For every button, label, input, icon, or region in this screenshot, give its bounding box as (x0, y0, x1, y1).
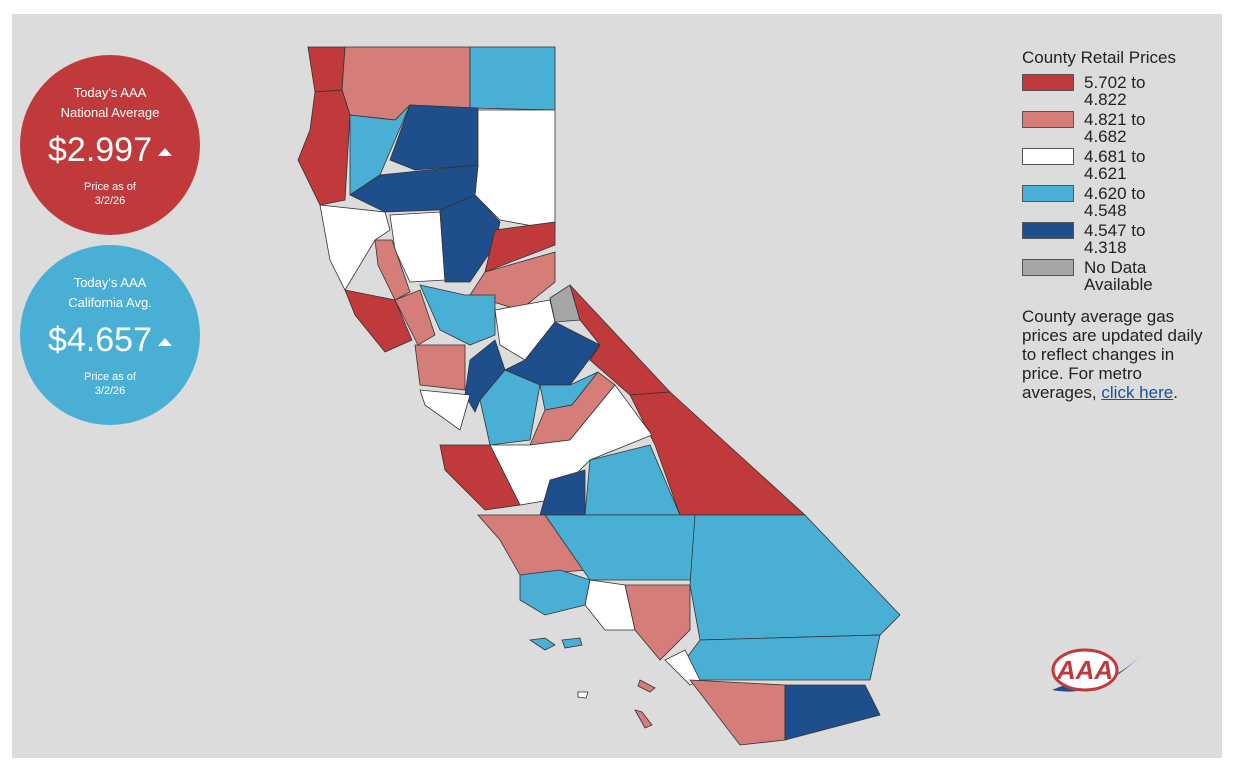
county (344, 289, 413, 353)
county (519, 569, 591, 616)
county (389, 211, 446, 283)
island (634, 709, 653, 729)
note-text: County average gas prices are updated da… (1022, 307, 1203, 402)
county (624, 584, 691, 661)
metro-link[interactable]: click here (1101, 383, 1174, 402)
legend-swatch (1022, 185, 1074, 202)
background (12, 14, 1222, 758)
up-arrow (158, 148, 172, 157)
logo-oval (1051, 648, 1119, 692)
badge-line: National Average (60, 105, 160, 120)
legend-item: 4.547 to 4.318 (1022, 222, 1222, 256)
legend-label: No Data Available (1084, 258, 1153, 294)
county (484, 221, 556, 273)
legend: County Retail Prices 5.702 to 4.822 4.821… (1022, 48, 1222, 402)
legend-item: No Data Available (1022, 259, 1222, 293)
county (664, 649, 701, 686)
legend-swatch (1022, 74, 1074, 91)
county (389, 104, 479, 171)
legend-label: 4.620 to 4.548 (1084, 184, 1146, 220)
counties (297, 46, 901, 746)
badge-asof: Price as of (84, 371, 136, 383)
logo: AAA (1051, 648, 1148, 692)
badge-price: $4.657 (20, 321, 200, 360)
note: County average gas prices are updated da… (1022, 307, 1217, 402)
national-badge: Today's AAA National Average $2.997 Pric… (20, 55, 200, 235)
county (374, 239, 411, 301)
badge-date: 3/2/26 (94, 385, 126, 397)
county (307, 46, 346, 93)
price: $4.657 (48, 321, 152, 359)
legend-swatch (1022, 222, 1074, 239)
island (577, 691, 589, 699)
badge-date: 3/2/26 (94, 195, 126, 207)
legend-title: County Retail Prices (1022, 48, 1177, 67)
county (479, 369, 541, 446)
county (784, 684, 881, 741)
county (584, 579, 636, 631)
up-arrow (158, 338, 172, 347)
badge-asof: Price as of (84, 181, 136, 193)
county (684, 634, 881, 681)
legend-item: 4.681 to 4.621 (1022, 148, 1222, 182)
legend-label: 4.547 to 4.318 (1084, 221, 1146, 257)
california-badge: Today's AAA California Avg. $4.657 Price… (20, 245, 200, 425)
county (419, 284, 496, 346)
legend-item: 5.702 to 4.822 (1022, 74, 1222, 108)
island (528, 637, 556, 651)
island (637, 679, 656, 693)
county (489, 384, 653, 506)
badge-line: Today's AAA (73, 275, 147, 290)
legend-swatch (1022, 111, 1074, 128)
legend-item: 4.821 to 4.682 (1022, 111, 1222, 145)
logo-text: AAA (1056, 655, 1113, 685)
badge-price: $2.997 (20, 131, 200, 170)
legend-label: 4.821 to 4.682 (1084, 110, 1146, 146)
county (439, 444, 521, 511)
legend-items: 5.702 to 4.822 4.821 to 4.682 4.681 to 4.6… (1022, 74, 1222, 293)
county (297, 89, 351, 206)
legend-label: 5.702 to 4.822 (1084, 73, 1146, 109)
price: $2.997 (48, 131, 152, 169)
county (689, 514, 901, 641)
county (419, 389, 471, 431)
legend-swatch (1022, 148, 1074, 165)
county (469, 46, 556, 111)
badge-line: Today's AAA (73, 85, 147, 100)
county (414, 344, 466, 391)
county (689, 679, 786, 746)
island (561, 637, 583, 649)
legend-item: 4.620 to 4.548 (1022, 185, 1222, 219)
note-end: . (1173, 383, 1178, 402)
legend-swatch (1022, 259, 1074, 276)
county (349, 104, 411, 196)
county (394, 289, 436, 346)
legend-label: 4.681 to 4.621 (1084, 147, 1146, 183)
badge-line: California Avg. (68, 295, 152, 310)
